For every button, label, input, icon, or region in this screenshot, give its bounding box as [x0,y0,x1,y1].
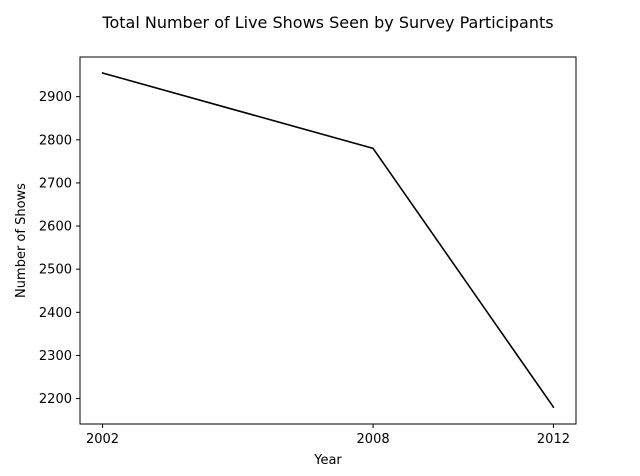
chart-title: Total Number of Live Shows Seen by Surve… [101,13,553,32]
x-tick-label: 2008 [357,432,390,447]
data-point [372,147,374,150]
series-line [102,72,555,408]
y-tick-label: 2600 [39,220,72,235]
x-tick-label: 2002 [86,432,119,447]
x-tick-label: 2012 [537,432,570,447]
y-axis: 2200 2300 2400 2500 2600 2700 2800 2900 [39,90,80,407]
plot-series [101,72,555,408]
plot-frame [79,56,577,425]
y-tick-label: 2900 [39,90,72,105]
y-tick-label: 2400 [39,306,72,321]
x-axis-label: Year [313,453,342,468]
y-tick-label: 2700 [39,176,72,191]
y-axis-label: Number of Shows [14,183,29,298]
y-tick-label: 2200 [39,392,72,407]
y-tick-label: 2300 [39,349,72,364]
data-point [101,72,104,74]
x-axis: 2002 2008 2012 [86,424,570,447]
data-point [552,406,555,408]
y-tick-label: 2500 [39,263,72,278]
y-tick-label: 2800 [39,133,72,148]
